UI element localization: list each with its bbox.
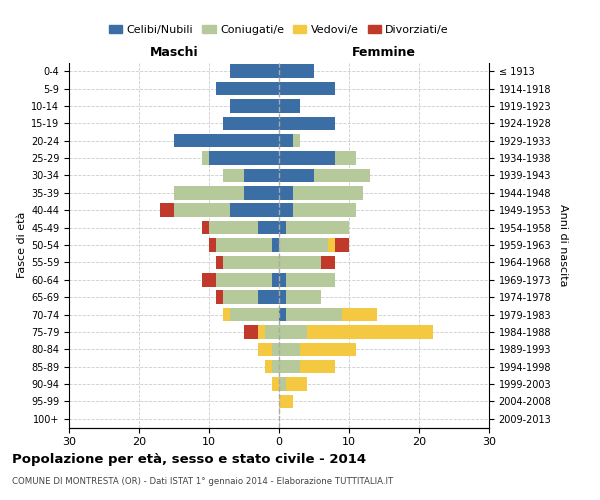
Text: Femmine: Femmine <box>352 46 416 59</box>
Legend: Celibi/Nubili, Coniugati/e, Vedovi/e, Divorziati/e: Celibi/Nubili, Coniugati/e, Vedovi/e, Di… <box>104 20 454 40</box>
Bar <box>216 273 272 286</box>
Bar <box>174 186 244 200</box>
Bar <box>286 378 307 391</box>
Bar <box>300 342 356 356</box>
Bar <box>279 204 293 217</box>
Bar <box>265 360 272 374</box>
Bar <box>265 325 279 338</box>
Bar <box>258 290 279 304</box>
Bar <box>258 221 279 234</box>
Bar <box>174 204 230 217</box>
Bar <box>335 238 349 252</box>
Bar <box>279 82 335 96</box>
Y-axis label: Fasce di età: Fasce di età <box>17 212 27 278</box>
Bar <box>293 204 356 217</box>
Bar <box>279 273 286 286</box>
Bar <box>209 221 258 234</box>
Bar <box>223 116 279 130</box>
Bar <box>216 82 279 96</box>
Bar <box>272 342 279 356</box>
Bar <box>321 256 335 269</box>
Bar <box>230 99 279 112</box>
Bar <box>209 238 216 252</box>
Bar <box>244 186 279 200</box>
Bar <box>258 342 272 356</box>
Bar <box>223 256 279 269</box>
Bar <box>279 134 293 147</box>
Bar <box>279 168 314 182</box>
Bar <box>279 325 307 338</box>
Bar <box>279 99 300 112</box>
Bar <box>244 168 279 182</box>
Bar <box>279 186 293 200</box>
Bar <box>293 134 300 147</box>
Bar <box>272 378 279 391</box>
Bar <box>223 308 230 322</box>
Bar <box>202 221 209 234</box>
Bar <box>279 308 286 322</box>
Bar <box>223 168 244 182</box>
Bar <box>307 325 433 338</box>
Bar <box>279 290 286 304</box>
Bar <box>216 256 223 269</box>
Bar <box>293 186 363 200</box>
Bar <box>279 394 293 408</box>
Bar <box>230 204 279 217</box>
Bar <box>328 238 335 252</box>
Bar <box>279 152 335 165</box>
Bar <box>202 273 216 286</box>
Bar <box>244 325 258 338</box>
Bar <box>216 238 272 252</box>
Bar <box>279 64 314 78</box>
Bar <box>279 221 286 234</box>
Text: Popolazione per età, sesso e stato civile - 2014: Popolazione per età, sesso e stato civil… <box>12 452 366 466</box>
Bar <box>209 152 279 165</box>
Bar <box>300 360 335 374</box>
Bar <box>202 152 209 165</box>
Bar <box>230 64 279 78</box>
Bar <box>279 360 300 374</box>
Bar <box>279 256 321 269</box>
Bar <box>272 238 279 252</box>
Bar <box>279 342 300 356</box>
Text: Maschi: Maschi <box>149 46 199 59</box>
Bar <box>279 116 335 130</box>
Bar <box>272 273 279 286</box>
Bar <box>286 308 342 322</box>
Bar <box>174 134 279 147</box>
Bar <box>335 152 356 165</box>
Bar <box>279 378 286 391</box>
Bar <box>258 325 265 338</box>
Text: COMUNE DI MONTRESTA (OR) - Dati ISTAT 1° gennaio 2014 - Elaborazione TUTTITALIA.: COMUNE DI MONTRESTA (OR) - Dati ISTAT 1°… <box>12 478 393 486</box>
Bar <box>230 308 279 322</box>
Bar <box>216 290 223 304</box>
Bar <box>342 308 377 322</box>
Bar <box>286 273 335 286</box>
Bar <box>286 221 349 234</box>
Bar <box>272 360 279 374</box>
Bar <box>286 290 321 304</box>
Bar <box>314 168 370 182</box>
Bar <box>160 204 174 217</box>
Y-axis label: Anni di nascita: Anni di nascita <box>558 204 568 286</box>
Bar <box>279 238 328 252</box>
Bar <box>223 290 258 304</box>
